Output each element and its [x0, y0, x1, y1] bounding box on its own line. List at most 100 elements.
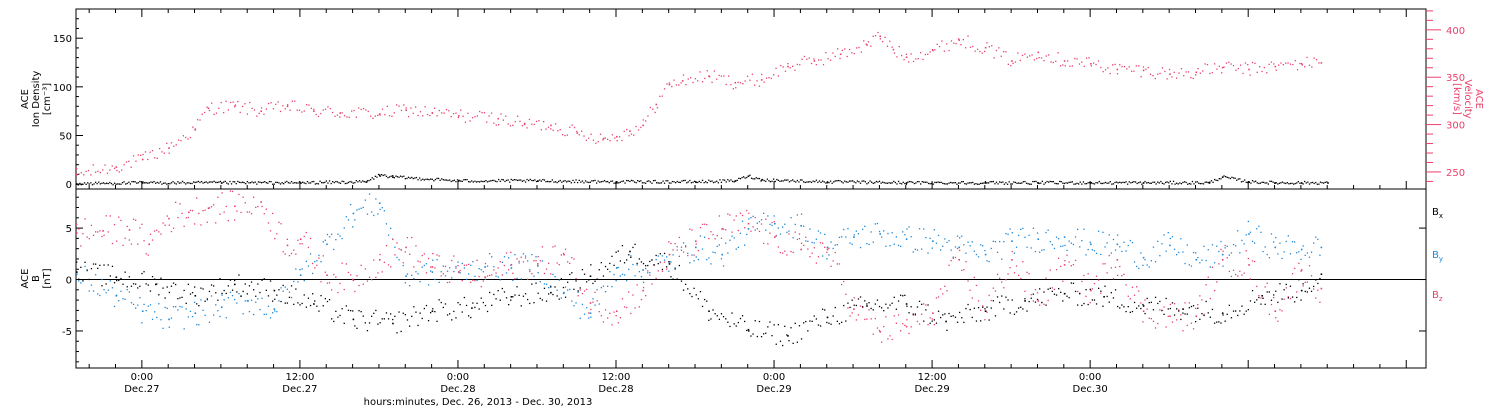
data-point: [1045, 55, 1047, 57]
data-point: [1207, 181, 1209, 184]
data-point: [409, 325, 411, 327]
data-point: [294, 100, 296, 102]
data-point: [744, 177, 746, 179]
data-point: [339, 235, 341, 237]
data-point: [1095, 303, 1098, 305]
data-point: [1091, 299, 1093, 301]
data-point: [588, 312, 590, 314]
data-point: [1211, 308, 1214, 311]
data-point: [236, 302, 238, 304]
data-point: [698, 180, 700, 183]
data-point: [280, 223, 282, 225]
data-point: [1052, 61, 1054, 64]
data-point: [141, 182, 144, 184]
data-point: [569, 273, 571, 276]
data-point: [853, 236, 855, 238]
data-point: [1009, 228, 1011, 230]
data-point: [1241, 239, 1243, 242]
data-point: [763, 242, 765, 244]
data-point: [188, 211, 190, 214]
field-tick-label: -5: [62, 327, 72, 338]
data-point: [694, 180, 696, 182]
data-point: [946, 43, 948, 45]
data-point: [213, 314, 215, 316]
data-point: [528, 179, 530, 182]
data-point: [932, 183, 934, 185]
data-point: [942, 245, 944, 247]
data-point: [1202, 183, 1205, 185]
data-point: [999, 301, 1001, 304]
data-point: [563, 253, 565, 256]
data-point: [572, 179, 574, 182]
data-point: [484, 262, 487, 265]
data-point: [545, 128, 547, 130]
data-point: [1119, 265, 1121, 268]
data-point: [453, 270, 455, 273]
data-point: [813, 242, 815, 244]
data-point: [225, 205, 227, 208]
data-point: [288, 291, 291, 293]
data-point: [633, 181, 636, 183]
data-point: [135, 160, 137, 162]
date-tick-label: Dec.27: [124, 384, 159, 395]
data-point: [457, 302, 459, 304]
data-point: [434, 107, 436, 109]
data-point: [727, 179, 729, 181]
data-point: [851, 312, 853, 314]
data-point: [832, 52, 834, 54]
data-point: [121, 182, 124, 184]
data-point: [1319, 254, 1321, 256]
data-point: [1011, 259, 1013, 261]
data-point: [281, 182, 283, 184]
data-point: [881, 307, 883, 309]
data-point: [831, 182, 833, 184]
data-point: [771, 335, 773, 337]
data-point: [678, 255, 680, 257]
data-point: [616, 181, 618, 183]
data-point: [1192, 328, 1195, 330]
data-point: [1311, 66, 1313, 68]
data-point: [335, 310, 337, 312]
data-point: [145, 253, 147, 255]
data-point: [547, 126, 550, 128]
data-point: [379, 322, 381, 324]
data-point: [722, 316, 725, 318]
data-point: [564, 180, 566, 182]
data-point: [1138, 267, 1140, 270]
data-point: [527, 298, 529, 301]
data-point: [1195, 315, 1198, 318]
data-point: [183, 328, 185, 330]
data-point: [795, 181, 797, 183]
data-point: [1214, 262, 1216, 264]
data-point: [815, 262, 817, 264]
data-point: [1066, 249, 1068, 252]
data-point: [758, 221, 761, 223]
data-point: [421, 254, 423, 257]
data-point: [1205, 300, 1207, 303]
data-point: [113, 167, 116, 169]
data-point: [510, 267, 513, 269]
data-point: [158, 182, 160, 184]
data-point: [826, 251, 828, 253]
data-point: [942, 293, 944, 295]
data-point: [556, 295, 558, 297]
data-point: [956, 321, 959, 323]
data-point: [1064, 244, 1066, 247]
data-point: [434, 178, 437, 181]
data-point: [272, 312, 274, 314]
data-point: [573, 126, 576, 129]
data-point: [1239, 178, 1241, 180]
data-point: [540, 180, 542, 182]
data-point: [573, 305, 575, 307]
data-point: [1022, 227, 1024, 230]
data-point: [440, 271, 442, 273]
data-point: [780, 65, 782, 67]
data-point: [767, 215, 769, 217]
data-point: [426, 113, 429, 116]
data-point: [503, 264, 506, 267]
data-point: [1051, 287, 1053, 289]
data-point: [809, 256, 811, 258]
data-point: [1266, 253, 1268, 256]
data-point: [156, 283, 158, 285]
data-point: [1043, 291, 1045, 293]
